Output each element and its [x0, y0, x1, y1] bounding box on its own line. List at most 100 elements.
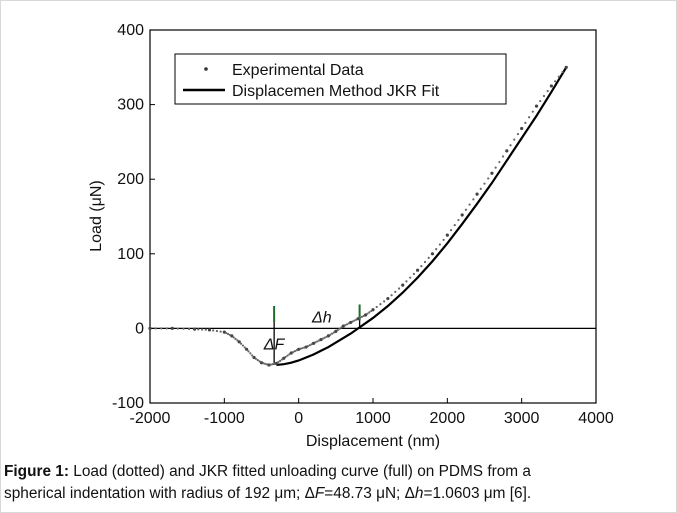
- experimental-data-dot: [370, 309, 373, 313]
- experimental-data-dot: [323, 336, 326, 339]
- experimental-data-dot: [362, 314, 365, 318]
- experimental-data-dot: [316, 340, 319, 343]
- experimental-data-dot: [347, 322, 350, 325]
- experimental-data-point: [245, 347, 249, 351]
- experimental-data-dot: [420, 265, 423, 268]
- experimental-data-dot: [273, 362, 276, 365]
- experimental-data-dot: [464, 208, 468, 211]
- caption-line2a: spherical indentation with radius of 192…: [4, 485, 315, 502]
- experimental-data-point: [416, 268, 420, 272]
- experimental-data-dot: [241, 344, 245, 347]
- experimental-data-dot: [226, 332, 230, 336]
- experimental-data-dot: [310, 343, 313, 346]
- experimental-data-point: [371, 308, 375, 312]
- experimental-data-point: [520, 126, 524, 131]
- experimental-data-point: [564, 65, 568, 69]
- caption-label: Figure 1:: [4, 463, 69, 480]
- experimental-data-dot: [539, 99, 542, 103]
- experimental-data-point: [282, 356, 286, 360]
- experimental-data-dot: [379, 303, 382, 306]
- y-tick-label: 200: [117, 171, 144, 188]
- experimental-data-point: [401, 283, 405, 287]
- experimental-data-point: [252, 355, 256, 360]
- experimental-data-dot: [338, 327, 341, 330]
- experimental-data-point: [207, 328, 212, 332]
- x-tick-label: -1000: [204, 410, 245, 427]
- experimental-data-dot: [271, 363, 274, 366]
- caption-line2c: =1.0603 μm [6].: [423, 485, 532, 502]
- jkr-fit-line: [276, 66, 568, 367]
- experimental-data-point: [490, 171, 494, 175]
- caption-var-h: h: [414, 485, 424, 502]
- experimental-data-dot: [435, 248, 438, 251]
- experimental-data-dot: [293, 350, 297, 353]
- legend-label-jkr-fit: Displacemen Method JKR Fit: [232, 83, 440, 100]
- experimental-data-dot: [325, 335, 328, 338]
- annotation-label: Δh: [311, 309, 332, 326]
- experimental-data-point: [475, 192, 479, 196]
- x-tick-label: 2000: [430, 410, 466, 427]
- y-axis-label: Load (μN): [88, 180, 105, 251]
- y-tick-label: -100: [112, 395, 144, 412]
- experimental-data-point: [460, 213, 464, 217]
- experimental-data-dot: [256, 359, 259, 362]
- experimental-data-dot: [546, 89, 549, 93]
- experimental-data-dot: [318, 339, 321, 342]
- experimental-data-dot: [236, 339, 239, 342]
- experimental-data-dot: [247, 350, 250, 353]
- experimental-data-dot: [394, 290, 397, 293]
- experimental-data-dot: [225, 331, 228, 335]
- experimental-data-dot: [397, 287, 401, 290]
- experimental-data-dot: [487, 177, 490, 180]
- experimental-data-dot: [442, 238, 445, 241]
- annotation-label: ΔF: [263, 336, 286, 353]
- experimental-data-dot: [483, 182, 486, 185]
- experimental-data-dot: [239, 342, 243, 345]
- experimental-data-point: [274, 361, 278, 366]
- experimental-data-dot: [340, 326, 343, 329]
- x-tick-label: -2000: [130, 410, 171, 427]
- experimental-data-dot: [554, 80, 557, 83]
- experimental-data-dot: [249, 352, 252, 355]
- experimental-data-dot: [509, 144, 512, 147]
- experimental-data-dot: [542, 94, 546, 98]
- experimental-data-dot: [351, 320, 354, 323]
- experimental-data-dot: [344, 324, 347, 327]
- experimental-data-dot: [516, 132, 520, 136]
- experimental-data-dot: [405, 280, 408, 283]
- figure-caption: Figure 1: Load (dotted) and JKR fitted u…: [4, 461, 672, 505]
- experimental-data-dot: [390, 294, 393, 297]
- experimental-data-dot: [336, 328, 339, 332]
- legend-dot-marker: [204, 67, 208, 71]
- x-tick-label: 1000: [355, 410, 391, 427]
- experimental-data-point: [505, 149, 509, 153]
- experimental-data-dot: [468, 203, 471, 206]
- load-displacement-chart: -2000 -1000 0 1000 2000 3000 4000-100010020030…: [88, 22, 614, 450]
- caption-line2b: =48.73 μN; Δ: [324, 485, 415, 502]
- x-axis-label: Displacement (nm): [306, 433, 440, 450]
- series-group: [148, 65, 568, 367]
- experimental-data-dot: [345, 323, 349, 326]
- experimental-data-dot: [182, 327, 185, 330]
- experimental-data-point: [386, 296, 390, 301]
- y-tick-label: 100: [117, 246, 144, 263]
- experimental-data-dot: [331, 332, 334, 335]
- experimental-data-dot: [269, 363, 272, 366]
- experimental-data-dot: [358, 316, 362, 319]
- experimental-data-dot: [291, 350, 295, 354]
- experimental-data-dot: [278, 359, 282, 362]
- experimental-data-dot: [561, 70, 564, 74]
- axis-ticks: -2000 -1000 0 1000 2000 3000 4000-100010020030…: [112, 22, 614, 427]
- experimental-data-dot: [200, 328, 204, 331]
- y-tick-label: 400: [117, 22, 144, 39]
- experimental-data-dot: [501, 155, 505, 158]
- experimental-data-dot: [280, 358, 284, 361]
- experimental-data-dot: [423, 260, 427, 264]
- x-tick-label: 0: [294, 410, 303, 427]
- experimental-data-dot: [353, 319, 356, 322]
- experimental-data-dot: [332, 331, 336, 334]
- experimental-data-dot: [286, 354, 289, 357]
- experimental-data-dot: [301, 347, 304, 350]
- experimental-data-dot: [412, 272, 415, 276]
- experimental-data-dot: [219, 330, 222, 333]
